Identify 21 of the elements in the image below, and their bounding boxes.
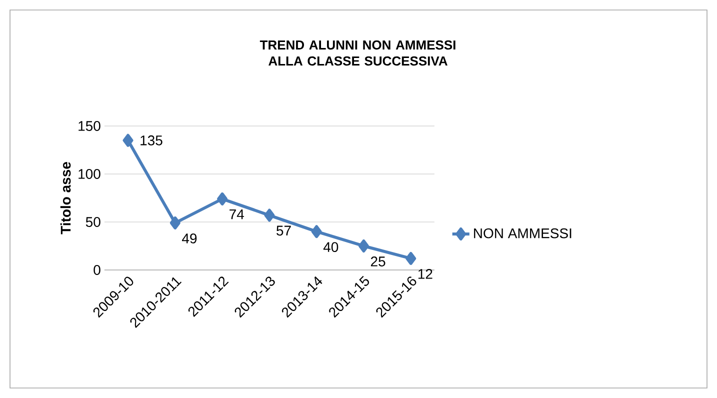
point — [358, 239, 369, 252]
point — [311, 225, 322, 238]
data-label: 74 — [230, 209, 244, 220]
point — [217, 192, 228, 206]
data-label: 57 — [276, 226, 291, 236]
y-tick-label: 0 — [94, 265, 100, 275]
data-label: 12 — [418, 268, 432, 279]
data-label: 40 — [323, 242, 338, 252]
y-tick-label: 50 — [86, 217, 100, 227]
data-label: 135 — [140, 135, 162, 146]
y-axis-title: Titolo asse — [60, 162, 71, 234]
point — [170, 216, 180, 230]
y-tick-label: 150 — [78, 121, 100, 131]
data-label: 25 — [370, 256, 386, 266]
chart-title: TREND ALUNNI NON AMMESSI ALLA CLASSE SUCCESSIVA — [260, 40, 456, 66]
data-label: 49 — [182, 233, 197, 244]
point — [122, 134, 134, 147]
point — [406, 252, 416, 265]
point — [264, 208, 275, 222]
y-tick-label: 100 — [78, 169, 100, 179]
legend-label: NON AMMESSI — [474, 228, 572, 238]
